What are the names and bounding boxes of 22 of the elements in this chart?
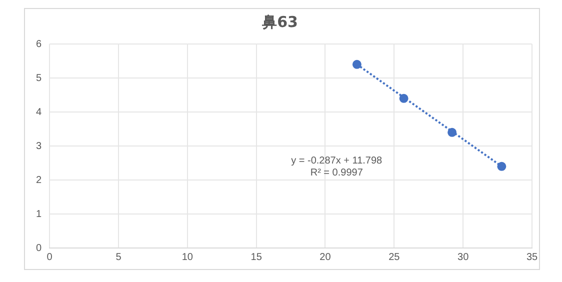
- y-tick-label: 3: [36, 140, 42, 152]
- x-tick-label: 25: [388, 252, 400, 263]
- x-tick-label: 0: [46, 252, 53, 263]
- y-tick-label: 0: [36, 242, 42, 254]
- x-tick-label: 20: [320, 252, 332, 263]
- point: [352, 60, 362, 69]
- x-tick-label: 5: [116, 252, 122, 263]
- x-tick-label: 30: [458, 252, 470, 263]
- chart-title: 鼻63: [261, 12, 298, 31]
- point: [448, 128, 457, 137]
- annotation: R² = 0.9997: [310, 167, 364, 178]
- point: [399, 94, 408, 103]
- y-tick-label: 2: [36, 174, 42, 186]
- y-tick-label: 5: [36, 72, 42, 84]
- y-tick-label: 1: [36, 208, 42, 220]
- y-tick-label: 6: [36, 38, 42, 50]
- x-tick-label: 35: [526, 252, 538, 263]
- x-tick-label: 15: [250, 252, 262, 263]
- y-tick-label: 4: [36, 106, 42, 118]
- point: [497, 162, 506, 171]
- x-tick-label: 10: [182, 252, 194, 263]
- annotation: y = -0.287x + 11.798: [291, 155, 383, 166]
